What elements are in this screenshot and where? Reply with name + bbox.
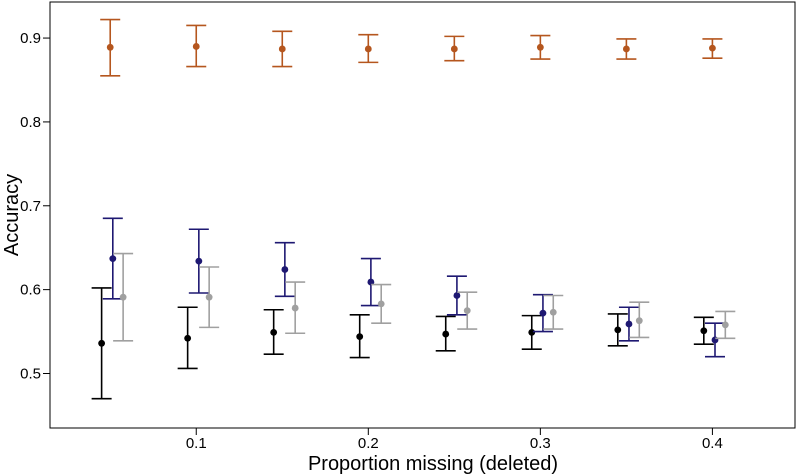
data-point: [184, 334, 192, 342]
x-axis-title: Proportion missing (deleted): [308, 453, 558, 475]
y-tick-label: 0.8: [20, 114, 41, 131]
x-axis-ticks: 0.1 0.2 0.3 0.4: [186, 428, 723, 452]
data-point: [270, 329, 278, 336]
data-point: [463, 307, 471, 314]
x-tick-label: 0.1: [186, 435, 207, 452]
series-0: [100, 18, 723, 77]
data-point: [539, 309, 547, 317]
data-point: [622, 45, 630, 53]
y-tick-label: 0.5: [20, 365, 41, 382]
data-point: [528, 329, 536, 336]
y-tick-label: 0.9: [20, 30, 41, 47]
data-point: [635, 317, 643, 325]
data-point: [195, 257, 203, 265]
data-point: [721, 321, 729, 329]
data-marks: [91, 18, 736, 400]
series-3: [113, 252, 736, 342]
x-tick-label: 0.4: [702, 435, 723, 452]
data-point: [367, 278, 375, 286]
data-point: [109, 255, 117, 263]
data-point: [281, 266, 289, 273]
data-point: [98, 339, 106, 347]
data-point: [291, 304, 299, 312]
x-tick-label: 0.2: [358, 435, 379, 452]
y-tick-label: 0.6: [20, 282, 41, 299]
data-point: [364, 45, 372, 53]
y-axis-ticks: 0.5 0.6 0.7 0.8 0.9: [20, 30, 50, 382]
x-tick-label: 0.3: [530, 435, 551, 452]
data-point: [450, 45, 458, 53]
data-point: [192, 43, 200, 50]
data-point: [549, 308, 557, 316]
plot-frame: [49, 1, 796, 429]
data-point: [700, 327, 708, 335]
data-point: [453, 292, 461, 299]
series-1: [91, 287, 714, 400]
data-point: [536, 43, 544, 51]
y-axis-title: Accuracy: [1, 174, 23, 256]
data-point: [709, 44, 716, 52]
data-point: [625, 320, 633, 328]
data-point: [106, 43, 114, 51]
data-point: [377, 300, 385, 308]
data-point: [278, 45, 286, 53]
data-point: [442, 330, 450, 338]
data-point: [119, 293, 127, 301]
data-point: [205, 293, 213, 301]
series-2: [102, 217, 725, 358]
data-point: [356, 333, 364, 340]
data-point: [614, 326, 622, 334]
y-tick-label: 0.7: [20, 198, 41, 215]
